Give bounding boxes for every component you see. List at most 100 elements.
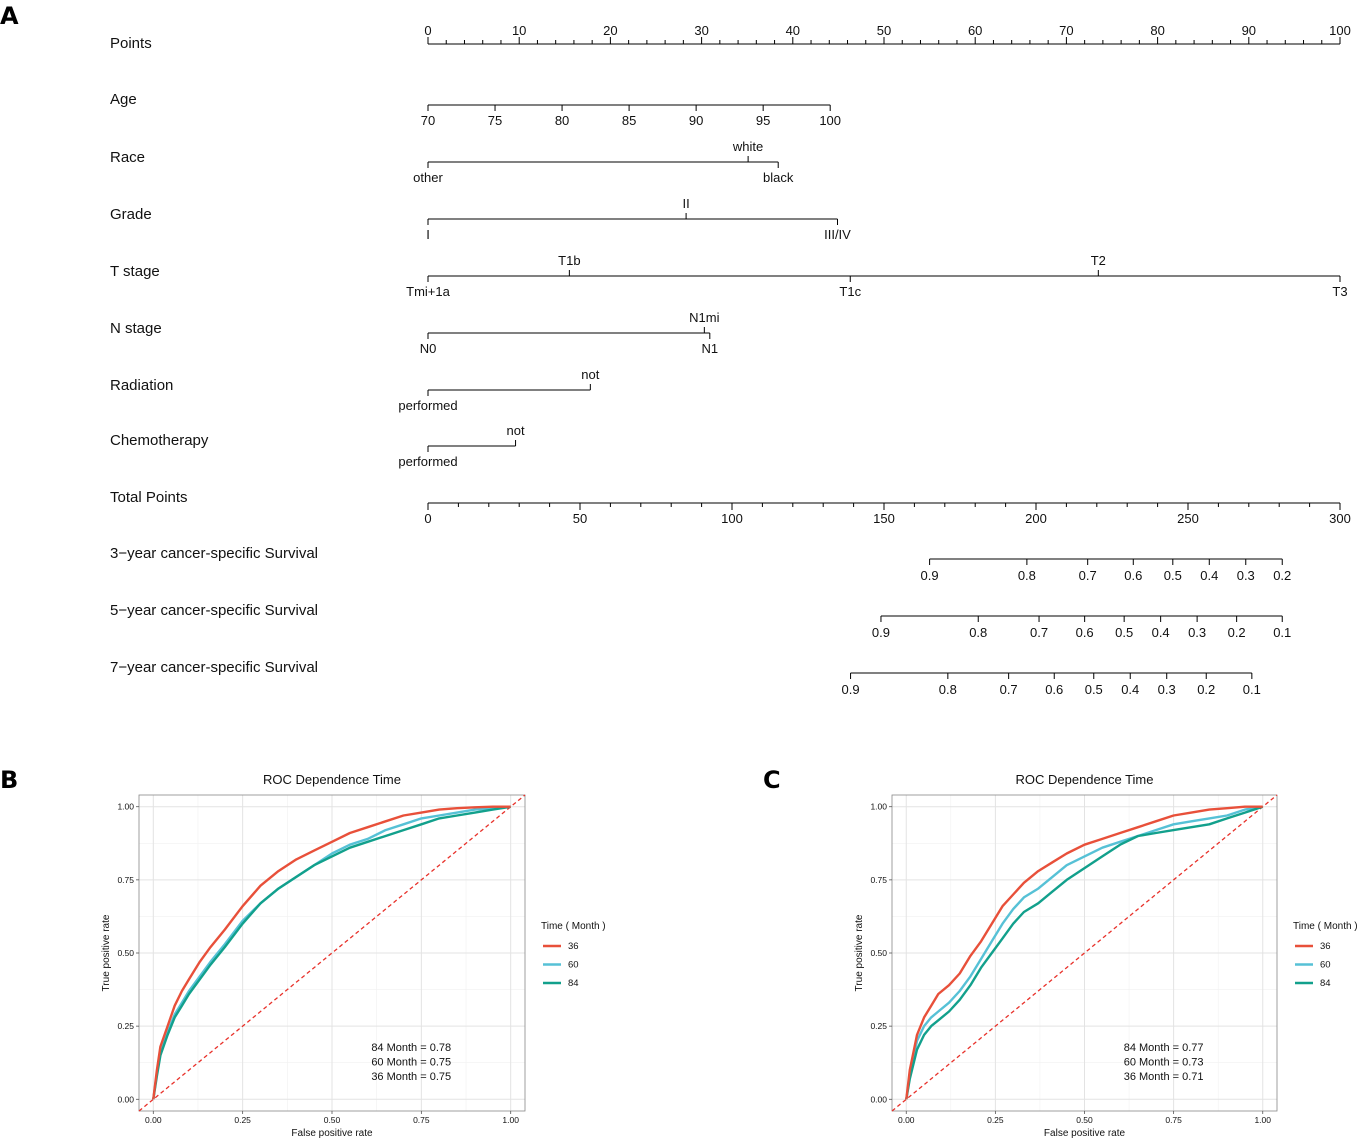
total-tick-label: 100 (721, 511, 743, 526)
row-9-tick-label: 0.3 (1237, 568, 1255, 583)
row-11-label: 7−year cancer-specific Survival (110, 659, 318, 676)
auc-label-60: 60 Month = 0.75 (371, 1057, 451, 1069)
row-10-tick-label: 0.4 (1152, 625, 1170, 640)
row-11-tick-label: 0.9 (842, 682, 860, 697)
roc-chart-b: ROC Dependence Time 0.00 0.25 0.50 0.75 1.00 0… (101, 772, 606, 1139)
row-9-tick-label: 0.4 (1200, 568, 1218, 583)
row-5-tick-label: N1 (701, 341, 718, 356)
auc-label-84: 84 Month = 0.77 (1124, 1042, 1204, 1054)
row-9-label: 3−year cancer-specific Survival (110, 545, 318, 562)
row-10-tick-label: 0.6 (1076, 625, 1094, 640)
points-tick-label: 0 (424, 23, 431, 38)
row-9-tick-label: 0.2 (1273, 568, 1291, 583)
row-4-tick-label: Tmi+1a (406, 284, 450, 299)
y-tick-label: 1.00 (870, 802, 887, 812)
points-tick-label: 60 (968, 23, 982, 38)
roc-title: ROC Dependence Time (263, 772, 401, 787)
row-1-tick-label: 100 (819, 113, 841, 128)
points-tick-label: 50 (877, 23, 891, 38)
row-9-tick-label: 0.6 (1124, 568, 1142, 583)
row-4-tick-label: T1c (839, 284, 861, 299)
row-2-tick-label: black (763, 170, 794, 185)
y-tick-label: 0.75 (117, 875, 134, 885)
row-10-tick-label: 0.7 (1030, 625, 1048, 640)
row-10-tick-label: 0.3 (1188, 625, 1206, 640)
y-tick-label: 0.50 (117, 948, 134, 958)
points-tick-label: 90 (1242, 23, 1256, 38)
y-tick-label: 0.00 (117, 1094, 134, 1104)
x-tick-label: 0.00 (145, 1115, 162, 1125)
legend-label-36: 36 (1320, 941, 1331, 952)
legend-label-84: 84 (1320, 978, 1331, 989)
row-1-tick-label: 80 (555, 113, 569, 128)
row-10-tick-label: 0.5 (1115, 625, 1133, 640)
row-11-tick-label: 0.8 (939, 682, 957, 697)
row-1-tick-label: 70 (421, 113, 435, 128)
y-tick-label: 0.25 (117, 1021, 134, 1031)
legend-label-84: 84 (568, 978, 579, 989)
row-10-tick-label: 0.9 (872, 625, 890, 640)
total-tick-label: 150 (873, 511, 895, 526)
auc-label-60: 60 Month = 0.73 (1124, 1057, 1204, 1069)
auc-label-84: 84 Month = 0.78 (371, 1042, 451, 1054)
row-11-tick-label: 0.3 (1158, 682, 1176, 697)
panel-label-a: A (0, 2, 19, 30)
x-tick-label: 1.00 (502, 1115, 519, 1125)
row-5-label: N stage (110, 320, 162, 337)
roc-chart-c: ROC Dependence Time 0.00 0.25 0.50 0.75 1.00 0… (854, 772, 1358, 1139)
row-11-tick-label: 0.7 (1000, 682, 1018, 697)
row-6-tick-label: not (581, 367, 599, 382)
row-6-label: Radiation (110, 377, 173, 394)
y-axis-label: True positive rate (101, 914, 112, 991)
x-tick-label: 0.25 (234, 1115, 251, 1125)
panel-label-c: C (763, 766, 781, 794)
total-tick-label: 50 (573, 511, 587, 526)
points-tick-label: 80 (1150, 23, 1164, 38)
x-tick-label: 1.00 (1254, 1115, 1271, 1125)
points-tick-label: 20 (603, 23, 617, 38)
roc-curve-36 (152, 805, 511, 1100)
y-tick-label: 1.00 (117, 802, 134, 812)
reference-diagonal (138, 794, 526, 1112)
row-4-label: T stage (110, 263, 160, 280)
row-1-label: Age (110, 91, 137, 108)
x-tick-label: 0.50 (1076, 1115, 1093, 1125)
row-10-tick-label: 0.8 (969, 625, 987, 640)
row-1-tick-label: 75 (488, 113, 502, 128)
legend-title: Time ( Month ) (541, 921, 606, 932)
row-9-tick-label: 0.9 (921, 568, 939, 583)
y-axis-label: True positive rate (854, 914, 865, 991)
roc-curve-36 (905, 805, 1263, 1100)
y-tick-label: 0.50 (870, 948, 887, 958)
panel-label-b: B (0, 766, 18, 794)
row-4-tick-label: T2 (1091, 253, 1106, 268)
row-1-tick-label: 90 (689, 113, 703, 128)
row-1-tick-label: 95 (756, 113, 770, 128)
row-5-tick-label: N0 (420, 341, 437, 356)
points-tick-label: 10 (512, 23, 526, 38)
points-tick-label: 70 (1059, 23, 1073, 38)
y-tick-label: 0.25 (870, 1021, 887, 1031)
row-1-tick-label: 85 (622, 113, 636, 128)
row-9-tick-label: 0.7 (1079, 568, 1097, 583)
row-10-tick-label: 0.2 (1228, 625, 1246, 640)
row-10-tick-label: 0.1 (1273, 625, 1291, 640)
row-7-label: Chemotherapy (110, 432, 209, 449)
row-7-tick-label: not (507, 423, 525, 438)
x-axis-label: False positive rate (1044, 1128, 1126, 1139)
legend-label-60: 60 (568, 960, 579, 971)
x-tick-label: 0.50 (324, 1115, 341, 1125)
row-0-label: Points (110, 35, 152, 52)
row-11-tick-label: 0.5 (1085, 682, 1103, 697)
row-11-tick-label: 0.6 (1045, 682, 1063, 697)
row-2-tick-label: white (732, 139, 763, 154)
row-3-tick-label: I (426, 227, 430, 242)
row-4-tick-label: T3 (1332, 284, 1347, 299)
points-tick-label: 100 (1329, 23, 1351, 38)
row-2-tick-label: other (413, 170, 443, 185)
x-tick-label: 0.75 (413, 1115, 430, 1125)
row-5-tick-label: N1mi (689, 310, 719, 325)
x-tick-label: 0.25 (987, 1115, 1004, 1125)
row-6-tick-label: performed (398, 398, 457, 413)
